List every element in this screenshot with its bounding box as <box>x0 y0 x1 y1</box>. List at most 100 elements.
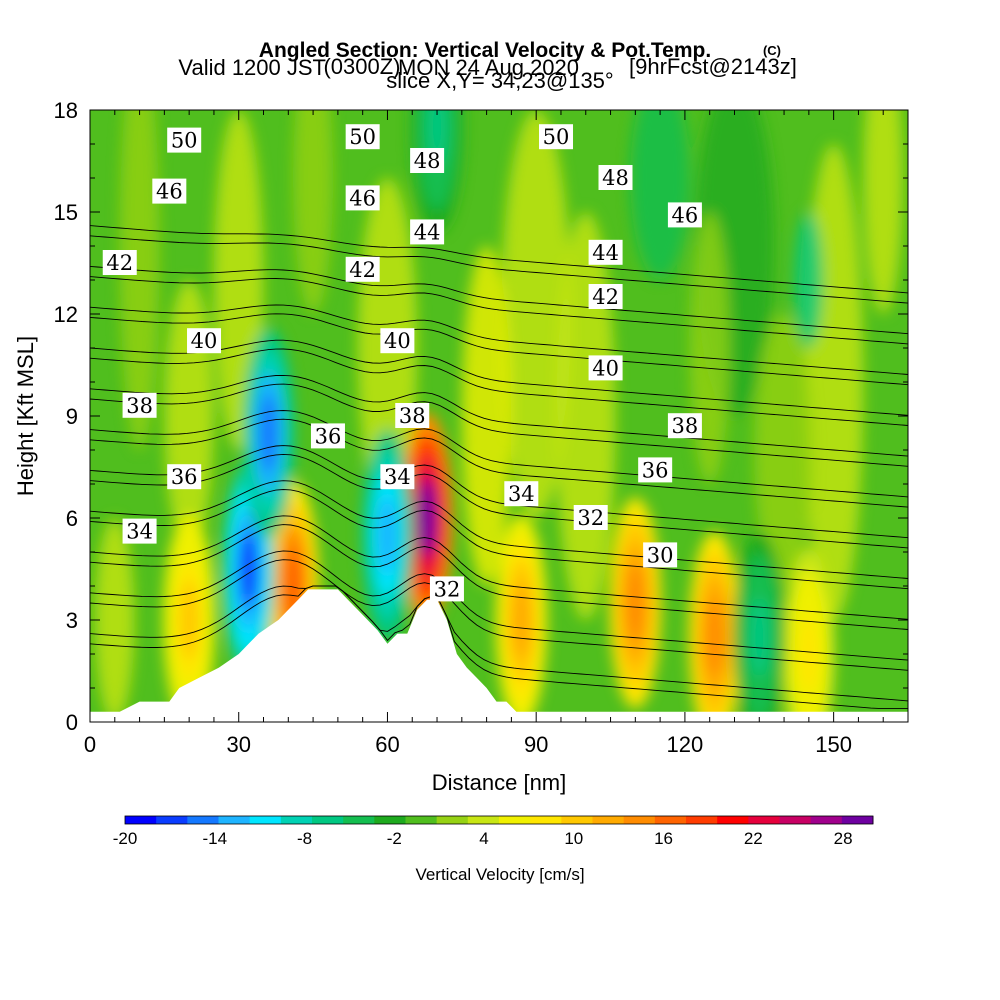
contour-label-box <box>345 256 380 282</box>
updraft-core <box>512 580 531 660</box>
colorbar-frame <box>124 815 874 825</box>
velocity-background-cell <box>863 110 904 314</box>
colorbar-tick-label: 28 <box>834 829 853 848</box>
svg-text:Valid 1200 JST: Valid 1200 JST <box>178 55 326 80</box>
colorbar-swatch <box>249 816 282 824</box>
contour-label-box <box>667 202 702 228</box>
pot-temp-contour <box>90 276 908 345</box>
colorbar-swatch <box>499 816 531 824</box>
y-tick-label: 6 <box>66 506 78 531</box>
colorbar-tick-label: 22 <box>744 829 763 848</box>
velocity-background-cell <box>94 518 135 722</box>
velocity-background-cell <box>164 280 214 552</box>
contour-label-box <box>588 239 623 265</box>
x-tick-label: 150 <box>815 732 852 757</box>
pot-temp-contour <box>90 559 908 671</box>
contour-label: 40 <box>384 329 411 353</box>
colorbar-swatch <box>436 816 469 824</box>
x-axis-label: Distance [nm] <box>432 770 567 795</box>
y-tick-label: 18 <box>54 98 78 123</box>
pot-temp-contour <box>90 585 908 702</box>
downdraft-core <box>378 495 397 575</box>
updraft-core <box>705 597 724 677</box>
updraft-core <box>418 478 437 558</box>
contour-label-box <box>410 219 445 245</box>
chart-slice-label: slice X,Y= 34,23@135° <box>386 68 613 93</box>
contour-label-box <box>598 165 633 190</box>
contour-label: 36 <box>315 424 342 448</box>
contour-label-box <box>504 481 539 507</box>
contour-label: 32 <box>434 577 461 601</box>
colorbar-swatch <box>374 816 406 824</box>
pot-temp-contour <box>90 453 908 549</box>
updraft-core <box>626 563 645 643</box>
contour-label-box <box>122 518 157 544</box>
contour-label-box <box>643 542 678 568</box>
y-axis-label: Height [Kft MSL] <box>13 336 38 496</box>
colorbar-swatch <box>343 816 375 824</box>
colorbar-swatch <box>779 816 812 824</box>
contour-label: 50 <box>171 129 198 153</box>
colorbar-swatch <box>592 816 625 824</box>
colorbar-swatch <box>717 816 749 824</box>
contour-label: 50 <box>349 125 376 149</box>
colorbar-swatch <box>623 816 656 824</box>
y-tick-label: 0 <box>66 710 78 735</box>
colorbar-swatch <box>841 816 874 824</box>
colorbar-tick-label: -14 <box>202 829 227 848</box>
contour-label-box <box>573 505 608 530</box>
contour-label-box <box>152 178 187 204</box>
pot-temp-contour <box>90 489 908 590</box>
contour-label-box <box>187 328 222 354</box>
velocity-background-cell <box>461 246 512 586</box>
svg-text:[9hrFcst@2143z]: [9hrFcst@2143z] <box>629 54 797 79</box>
contour-label: 42 <box>349 258 376 282</box>
pot-temp-contour <box>90 480 908 579</box>
updraft-core <box>180 580 199 660</box>
colorbar-swatch <box>125 816 157 824</box>
pot-temp-contour <box>90 225 908 294</box>
velocity-background-cell <box>630 110 690 280</box>
colorbar-swatch <box>748 816 780 824</box>
contour-label-box <box>539 124 574 150</box>
colorbar-tick-label: -8 <box>297 829 312 848</box>
terrain-mask <box>90 589 908 722</box>
colorbar-swatch <box>312 816 344 824</box>
contour-label-box <box>102 250 137 275</box>
svg-text:(0300Z): (0300Z) <box>323 54 400 79</box>
colorbar-swatch <box>218 816 251 824</box>
chart-title: Angled Section: Vertical Velocity & Pot.… <box>259 39 711 62</box>
contour-label: 44 <box>414 220 441 244</box>
contour-label: 46 <box>349 186 376 210</box>
contour-label: 42 <box>592 285 619 309</box>
pot-temp-contour <box>90 418 908 508</box>
velocity-background-cell <box>793 212 824 348</box>
contour-label-box <box>380 464 415 490</box>
colorbar-swatch <box>654 816 687 824</box>
colorbar-tick-label: 16 <box>654 829 673 848</box>
downdraft-core <box>750 597 769 677</box>
pot-temp-contour <box>90 383 908 467</box>
contour-label: 48 <box>602 166 629 190</box>
contour-label: 42 <box>106 251 133 275</box>
colorbar-tick-label: -2 <box>387 829 402 848</box>
svg-text:MON 24 Aug 2020: MON 24 Aug 2020 <box>398 55 579 80</box>
colorbar-swatch <box>156 816 188 824</box>
contour-label-box <box>588 284 623 309</box>
velocity-background-cell <box>501 110 571 518</box>
y-tick-label: 9 <box>66 404 78 429</box>
contour-label: 40 <box>191 329 218 353</box>
contour-label: 40 <box>592 356 619 380</box>
pot-temp-contour <box>90 585 908 709</box>
downdraft-core <box>259 393 278 473</box>
contour-label-box <box>410 148 445 173</box>
x-tick-label: 60 <box>375 732 399 757</box>
colorbar-swatch <box>467 816 500 824</box>
chart-title-suffix: (C) <box>763 43 781 58</box>
contour-label: 44 <box>592 241 619 265</box>
y-tick-label: 15 <box>54 200 78 225</box>
contour-label: 46 <box>672 203 699 227</box>
pot-temp-contour <box>90 524 908 630</box>
chart-subtitle: Valid 1200 JST (0300Z) MON 24 Aug 2020 [… <box>178 54 796 80</box>
